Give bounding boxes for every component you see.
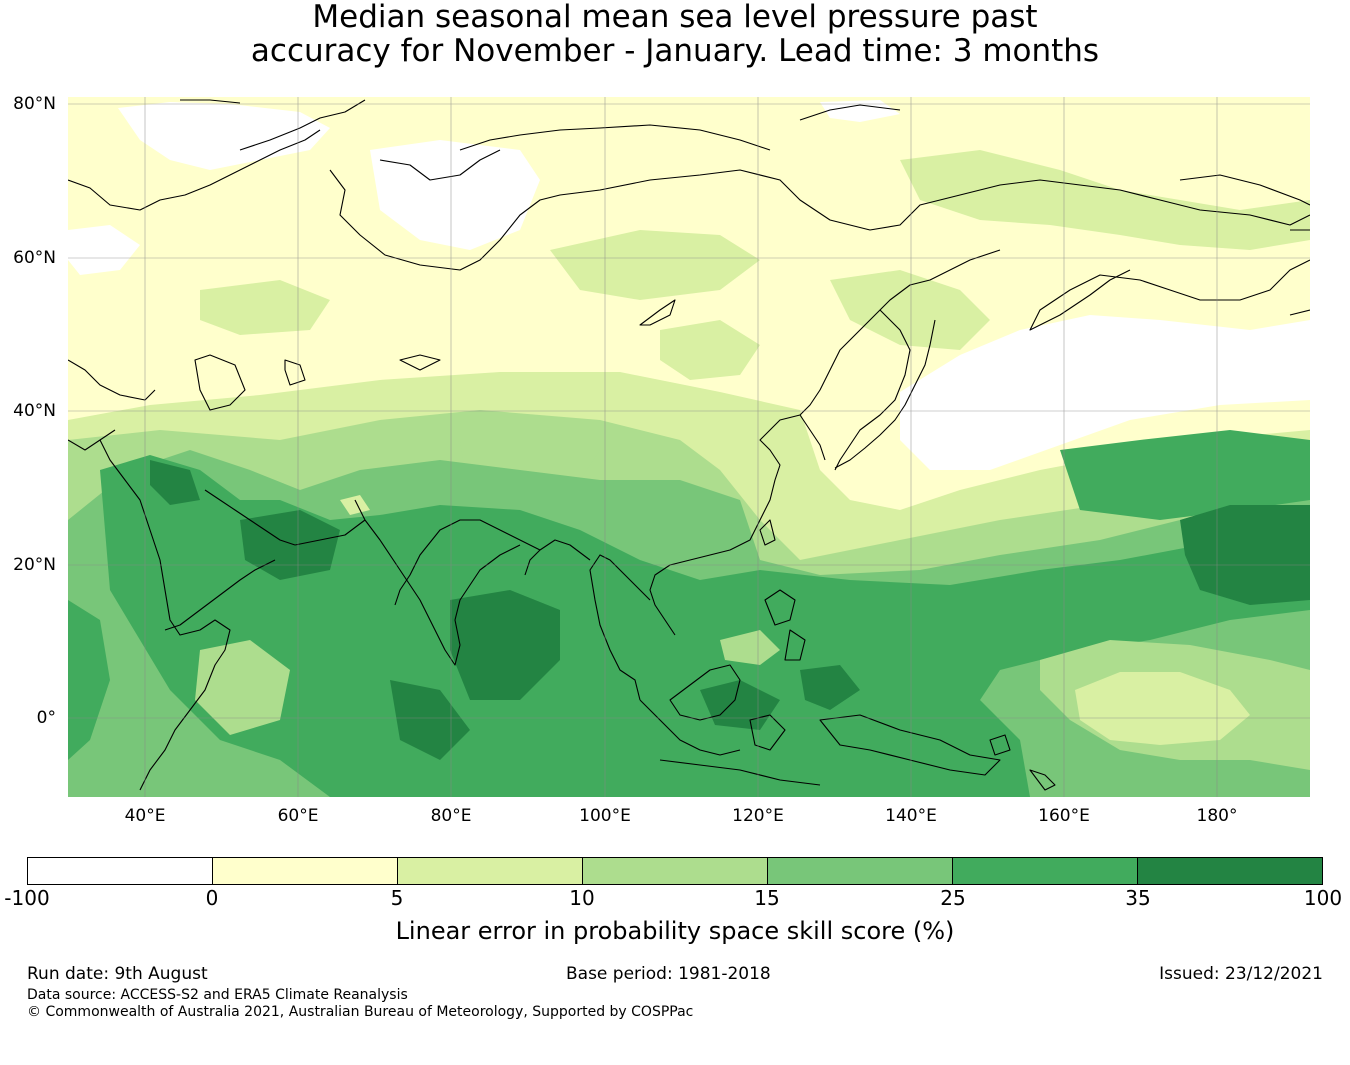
lon-label-140e: 140°E xyxy=(885,806,937,826)
colorbar-bin-25-35 xyxy=(953,858,1138,884)
graticule xyxy=(68,97,1310,797)
run-date: Run date: 9th August xyxy=(27,964,208,984)
map-title: Median seasonal mean sea level pressure … xyxy=(0,0,1350,68)
lon-label-100e: 100°E xyxy=(579,806,631,826)
colorbar-bin-15-25 xyxy=(768,858,953,884)
colorbar-tick-25: 25 xyxy=(940,886,966,910)
colorbar-tick-15: 15 xyxy=(754,886,780,910)
issued-date: Issued: 23/12/2021 xyxy=(1159,964,1323,984)
lon-label-160e: 160°E xyxy=(1038,806,1090,826)
skill-pockets-5-10 xyxy=(340,495,1250,745)
colorbar-tick-0: 0 xyxy=(205,886,219,910)
lat-label-0: 0° xyxy=(36,708,56,728)
lon-label-180: 180° xyxy=(1196,806,1238,826)
colorbar-bin-5-10 xyxy=(398,858,583,884)
colorbar xyxy=(27,857,1323,885)
lat-label-60n: 60°N xyxy=(13,248,56,268)
colorbar-tick-10: 10 xyxy=(569,886,595,910)
lat-label-80n: 80°N xyxy=(13,94,56,114)
colorbar-tick-100: 100 xyxy=(1303,886,1343,910)
data-source: Data source: ACCESS-S2 and ERA5 Climate … xyxy=(27,987,408,1003)
colorbar-tick-35: 35 xyxy=(1125,886,1151,910)
colorbar-bin-neg100-0 xyxy=(28,858,213,884)
copyright-notice: © Commonwealth of Australia 2021, Austra… xyxy=(27,1004,694,1020)
skill-zone-35-100 xyxy=(150,460,1310,760)
lon-label-120e: 120°E xyxy=(732,806,784,826)
lon-label-80e: 80°E xyxy=(430,806,472,826)
title-line-2: accuracy for November - January. Lead ti… xyxy=(250,33,1100,69)
base-period: Base period: 1981-2018 xyxy=(566,964,771,984)
lat-label-20n: 20°N xyxy=(13,555,56,575)
map-area xyxy=(68,97,1310,797)
lon-label-60e: 60°E xyxy=(277,806,319,826)
colorbar-tick-neg100: -100 xyxy=(4,886,50,910)
colorbar-label: Linear error in probability space skill … xyxy=(395,917,955,945)
colorbar-tick-5: 5 xyxy=(390,886,404,910)
coastlines xyxy=(68,99,1310,791)
title-line-1: Median seasonal mean sea level pressure … xyxy=(312,0,1038,35)
lon-label-40e: 40°E xyxy=(124,806,166,826)
colorbar-bin-35-100 xyxy=(1138,858,1322,884)
lat-label-40n: 40°N xyxy=(13,401,56,421)
colorbar-bin-0-5 xyxy=(213,858,398,884)
colorbar-bin-10-15 xyxy=(583,858,768,884)
